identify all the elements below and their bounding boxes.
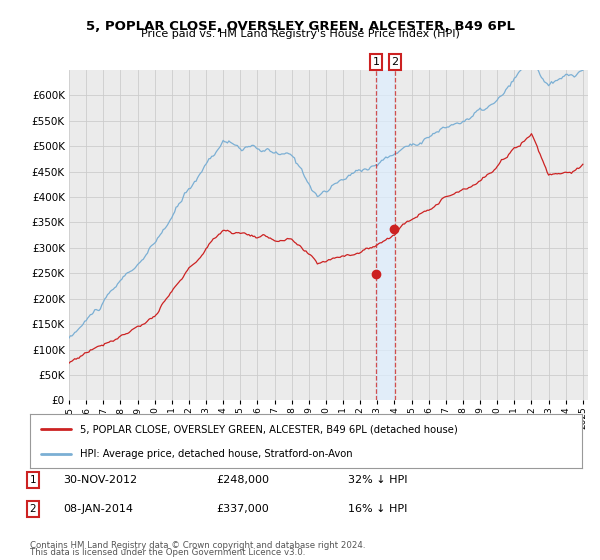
Text: 16% ↓ HPI: 16% ↓ HPI — [348, 504, 407, 514]
Text: Price paid vs. HM Land Registry's House Price Index (HPI): Price paid vs. HM Land Registry's House … — [140, 29, 460, 39]
Text: Contains HM Land Registry data © Crown copyright and database right 2024.: Contains HM Land Registry data © Crown c… — [30, 541, 365, 550]
Bar — [376, 70, 395, 400]
Text: 2: 2 — [392, 57, 398, 67]
Text: 1: 1 — [29, 475, 37, 485]
Text: 5, POPLAR CLOSE, OVERSLEY GREEN, ALCESTER, B49 6PL (detached house): 5, POPLAR CLOSE, OVERSLEY GREEN, ALCESTE… — [80, 424, 457, 435]
Text: 08-JAN-2014: 08-JAN-2014 — [63, 504, 133, 514]
Text: 2: 2 — [29, 504, 37, 514]
Text: This data is licensed under the Open Government Licence v3.0.: This data is licensed under the Open Gov… — [30, 548, 305, 557]
Text: 30-NOV-2012: 30-NOV-2012 — [63, 475, 137, 485]
Text: 5, POPLAR CLOSE, OVERSLEY GREEN, ALCESTER, B49 6PL: 5, POPLAR CLOSE, OVERSLEY GREEN, ALCESTE… — [86, 20, 515, 32]
Text: 1: 1 — [373, 57, 379, 67]
Text: 32% ↓ HPI: 32% ↓ HPI — [348, 475, 407, 485]
Text: £337,000: £337,000 — [216, 504, 269, 514]
Text: £248,000: £248,000 — [216, 475, 269, 485]
Text: HPI: Average price, detached house, Stratford-on-Avon: HPI: Average price, detached house, Stra… — [80, 449, 352, 459]
